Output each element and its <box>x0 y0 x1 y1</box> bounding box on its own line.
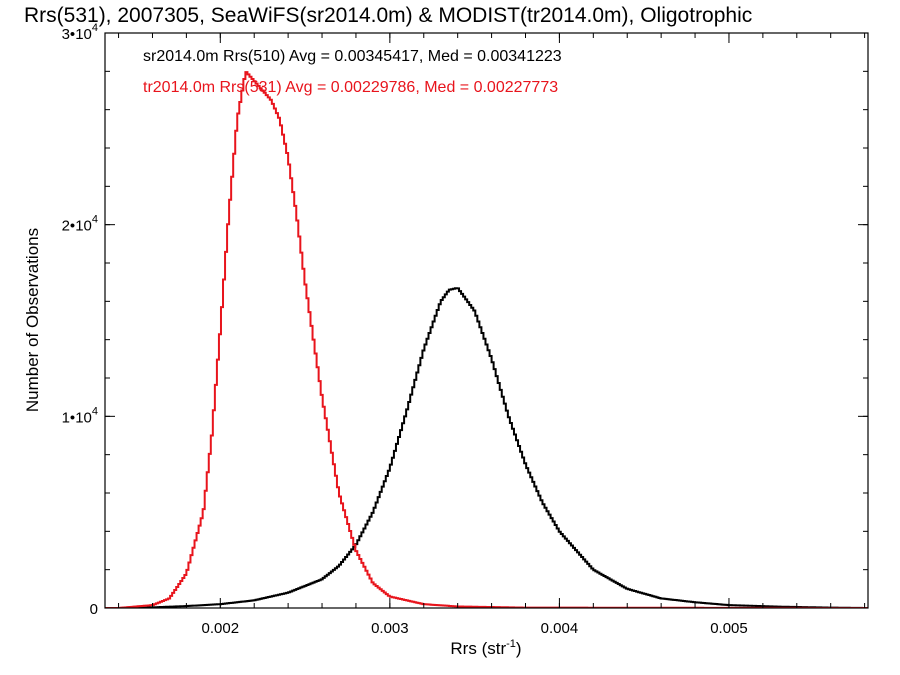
y-axis-title: Number of Observations <box>23 228 42 412</box>
y-tick-label-3: 3•104 <box>62 22 98 43</box>
x-axis-title-main: Rrs (str <box>450 639 506 658</box>
tick-layer: 0.002 0.003 0.004 0.005 0 1•104 2•104 3•104 <box>62 22 868 637</box>
legend-entry-black-series: sr2014.0m Rrs(510) Avg = 0.00345417, Med… <box>143 48 562 65</box>
chart-title: Rrs(531), 2007305, SeaWiFS(sr2014.0m) & … <box>24 4 752 27</box>
legend-entry-red-series: tr2014.0m Rrs(531) Avg = 0.00229786, Med… <box>143 79 558 96</box>
x-tick-label-3: 0.005 <box>710 620 748 637</box>
x-axis-title-end: ) <box>516 639 522 658</box>
x-tick-label-2: 0.004 <box>541 620 579 637</box>
y-tick-label-1: 1•104 <box>62 405 98 426</box>
plot-frame <box>104 32 869 609</box>
series-line-0 <box>105 287 868 608</box>
y-tick-label-2: 2•104 <box>62 214 98 235</box>
x-tick-label-1: 0.003 <box>371 620 409 637</box>
series-line-1 <box>105 71 868 608</box>
series-layer <box>105 71 868 608</box>
x-axis-title-superscript: -1 <box>506 638 516 650</box>
x-axis-title: Rrs (str-1) <box>450 638 521 658</box>
x-tick-label-0: 0.002 <box>202 620 240 637</box>
y-tick-label-0: 0 <box>90 601 98 618</box>
